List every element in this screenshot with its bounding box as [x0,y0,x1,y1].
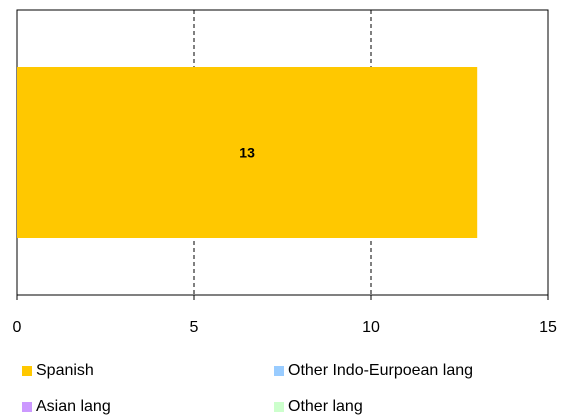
x-axis-tick-labels: 0 5 10 15 [13,319,557,336]
x-tick-label-0: 0 [13,319,22,336]
data-label: 13 [239,145,255,161]
bar-spanish [17,67,478,238]
x-tick-label-15: 15 [539,319,557,336]
x-tick-label-5: 5 [190,319,199,336]
x-tick-label-10: 10 [362,319,380,336]
data-labels: 13 [239,145,255,161]
bars [17,67,478,238]
x-axis-ticks [16,295,549,300]
